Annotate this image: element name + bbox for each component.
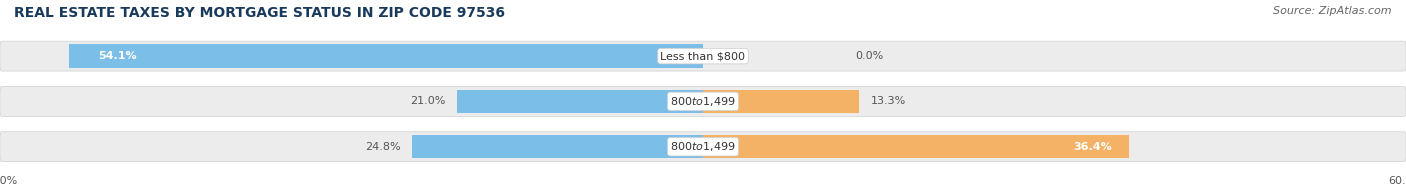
FancyBboxPatch shape: [0, 132, 1406, 162]
FancyBboxPatch shape: [0, 41, 1406, 71]
Bar: [703, 90, 859, 113]
FancyBboxPatch shape: [0, 86, 1406, 116]
Text: 54.1%: 54.1%: [98, 51, 136, 61]
Bar: [703, 135, 1129, 159]
Bar: [69, 44, 703, 68]
Text: 24.8%: 24.8%: [366, 142, 401, 152]
Text: 21.0%: 21.0%: [411, 96, 446, 106]
Bar: [457, 90, 703, 113]
Text: 13.3%: 13.3%: [870, 96, 905, 106]
Text: $800 to $1,499: $800 to $1,499: [671, 140, 735, 153]
Text: Source: ZipAtlas.com: Source: ZipAtlas.com: [1274, 6, 1392, 16]
Text: 36.4%: 36.4%: [1073, 142, 1112, 152]
Text: Less than $800: Less than $800: [661, 51, 745, 61]
Text: 0.0%: 0.0%: [855, 51, 883, 61]
Bar: [412, 135, 703, 159]
Text: $800 to $1,499: $800 to $1,499: [671, 95, 735, 108]
Text: REAL ESTATE TAXES BY MORTGAGE STATUS IN ZIP CODE 97536: REAL ESTATE TAXES BY MORTGAGE STATUS IN …: [14, 6, 505, 20]
